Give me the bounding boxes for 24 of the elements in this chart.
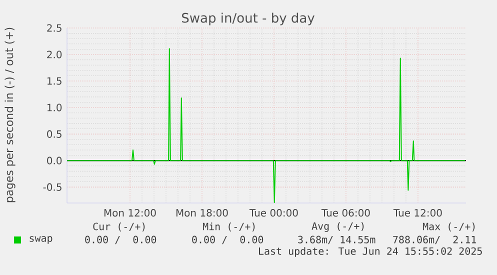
y-tick-label: 1.0 — [48, 104, 62, 112]
x-tick-label: Tue 00:00 — [249, 209, 298, 217]
y-tick-label: 0.0 — [47, 156, 62, 164]
text: Max (-/+) — [422, 222, 475, 232]
y-tick-label: 0.5 — [47, 130, 62, 138]
y-tick-label: 1.5 — [48, 77, 62, 85]
text: 3.68m/ 14.55m — [298, 236, 376, 244]
y-tick-label: -0.5 — [43, 183, 62, 191]
text: 788.06m/ 2.11 — [393, 236, 476, 244]
x-tick-label: Tue 12:00 — [393, 209, 442, 217]
text: Avg (-/+) — [312, 222, 364, 232]
legend-label: swap — [30, 236, 52, 244]
x-tick-label: Mon 18:00 — [176, 209, 228, 217]
chart-title: Swap in/out - by day — [182, 12, 314, 26]
x-tick-label: Tue 06:00 — [321, 209, 370, 217]
y-tick-label: 2.5 — [47, 24, 62, 32]
text: Last update: Tue Jun 24 15:55:02 2025 — [259, 247, 482, 257]
text: Min (-/+) — [202, 222, 255, 232]
y-tick-label: 2.0 — [47, 50, 62, 58]
text: Cur (-/+) — [93, 222, 145, 232]
text: 0.00 / 0.00 — [85, 236, 156, 244]
y-axis-title: pages per second in (-) / out (+) — [4, 28, 16, 202]
x-tick-label: Mon 12:00 — [104, 209, 156, 217]
text: 0.00 / 0.00 — [192, 236, 264, 244]
